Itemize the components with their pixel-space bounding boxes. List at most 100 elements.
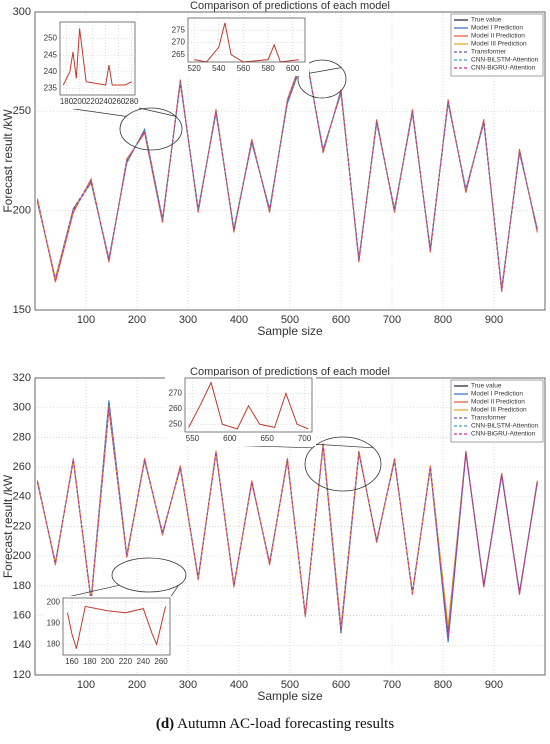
inset-x-tick-label: 240 (99, 97, 113, 106)
inset-frame (184, 377, 313, 433)
x-tick-label: 400 (230, 314, 248, 326)
legend-box (450, 13, 544, 77)
x-axis-label: Sample size (257, 324, 323, 338)
inset-x-tick-label: 200 (73, 97, 87, 106)
x-tick-label: 500 (281, 679, 299, 691)
inset-x-tick-label: 240 (137, 657, 151, 666)
x-tick-label: 800 (434, 679, 452, 691)
inset-line (188, 381, 309, 430)
inset-y-tick-label: 250 (169, 419, 183, 428)
legend-label: CNN-BiLSTM-Attention (471, 57, 539, 64)
inset-y-tick-label: 260 (169, 404, 183, 413)
inset-x-tick-label: 220 (86, 97, 100, 106)
x-axis-label: Sample size (257, 689, 323, 703)
x-tick-label: 300 (179, 679, 197, 691)
inset-y-tick-label: 270 (169, 389, 183, 398)
inset-x-tick-label: 280 (125, 97, 139, 106)
inset-background (40, 20, 139, 109)
series-line (37, 407, 538, 638)
inset-x-tick-label: 520 (187, 64, 201, 73)
inset-y-tick-label: 240 (44, 67, 58, 76)
inset-frame (187, 17, 306, 63)
y-tick-label: 320 (13, 372, 31, 384)
zoom-ellipse (111, 557, 187, 593)
caption-text: Autumn AC-load forecasting results (174, 716, 395, 732)
y-tick-label: 260 (13, 461, 31, 473)
inset-x-tick-label: 260 (154, 657, 168, 666)
inset-background (165, 376, 316, 446)
x-tick-label: 600 (332, 314, 350, 326)
y-tick-label: 300 (13, 6, 31, 18)
inset-x-tick-label: 220 (119, 657, 133, 666)
zoom-ellipse (304, 436, 382, 492)
y-axis-label: Forecast result /kW (1, 474, 15, 578)
y-axis-label: Forecast result /kW (1, 109, 15, 213)
inset-x-tick-label: 600 (286, 64, 300, 73)
inset-y-tick-label: 275 (172, 25, 186, 34)
inset-y-tick-label: 265 (172, 50, 186, 59)
inset-x-tick-label: 160 (65, 657, 79, 666)
caption-label: (d) (155, 716, 175, 732)
y-tick-label: 300 (13, 402, 31, 414)
x-tick-label: 300 (179, 314, 197, 326)
legend-box (450, 379, 544, 443)
chart-title: Comparison of predictions of each model (190, 0, 390, 12)
legend-label: Transformer (471, 415, 507, 422)
y-tick-label: 250 (13, 105, 31, 117)
inset-line (62, 28, 132, 86)
x-tick-label: 800 (434, 314, 452, 326)
legend-label: CNN-BiGRU-Attention (471, 431, 536, 438)
inset-y-tick-label: 235 (44, 83, 58, 92)
legend-label: Model I Prediction (471, 391, 523, 398)
legend-label: Model I Prediction (471, 25, 523, 32)
zoom-connector (134, 106, 176, 117)
figure: 150 200 250 300 100 200 300 400 500 600 700 800 900 C… (1, 0, 546, 703)
legend-label: Transformer (471, 49, 507, 56)
chart-title: Comparison of predictions of each model (190, 366, 390, 378)
y-tick-label: 180 (13, 580, 31, 592)
inset-x-tick-label: 650 (260, 434, 274, 443)
legend-label: Model III Prediction (471, 41, 527, 48)
x-tick-label: 200 (128, 679, 146, 691)
inset-y-tick-label: 270 (172, 38, 186, 47)
x-tick-label: 400 (230, 679, 248, 691)
inset-x-tick-label: 540 (212, 64, 226, 73)
x-tick-label: 900 (485, 679, 503, 691)
y-tick-label: 280 (13, 431, 31, 443)
x-tick-label: 900 (485, 314, 503, 326)
y-tick-label: 120 (13, 669, 31, 681)
inset-background (168, 16, 309, 76)
legend-label: CNN-BiLSTM-Attention (471, 423, 539, 430)
x-tick-label: 100 (77, 314, 95, 326)
y-tick-label: 140 (13, 639, 31, 651)
zoom-ellipse (297, 59, 347, 99)
inset-x-tick-label: 550 (186, 434, 200, 443)
x-tick-label: 500 (281, 314, 299, 326)
y-tick-label: 200 (13, 205, 31, 217)
zoom-connector (62, 584, 120, 599)
zoom-connector (304, 67, 342, 75)
inset-frame (62, 597, 171, 656)
inset-line (67, 605, 166, 649)
zoom-ellipse (119, 107, 183, 151)
y-tick-label: 160 (13, 610, 31, 622)
y-tick-label: 150 (13, 304, 31, 316)
inset-y-tick-label: 200 (47, 597, 61, 606)
legend-label: Model III Prediction (471, 407, 527, 414)
zoom-connector (169, 585, 179, 599)
legend-label: Model II Prediction (471, 33, 525, 40)
x-tick-label: 700 (383, 679, 401, 691)
x-tick-label: 100 (77, 679, 95, 691)
inset-x-tick-label: 560 (237, 64, 251, 73)
legend-label: True value (471, 383, 502, 390)
inset-x-tick-label: 580 (261, 64, 275, 73)
inset-x-tick-label: 600 (223, 434, 237, 443)
zoom-connector (311, 443, 374, 449)
inset-x-tick-label: 180 (60, 97, 74, 106)
legend-label: CNN-BiGRU-Attention (471, 65, 536, 72)
y-tick-label: 240 (13, 491, 31, 503)
caption: (d) Autumn AC-load forecasting results (0, 716, 550, 733)
inset-x-tick-label: 260 (112, 97, 126, 106)
y-tick-label: 200 (13, 550, 31, 562)
inset-y-tick-label: 190 (47, 618, 61, 627)
